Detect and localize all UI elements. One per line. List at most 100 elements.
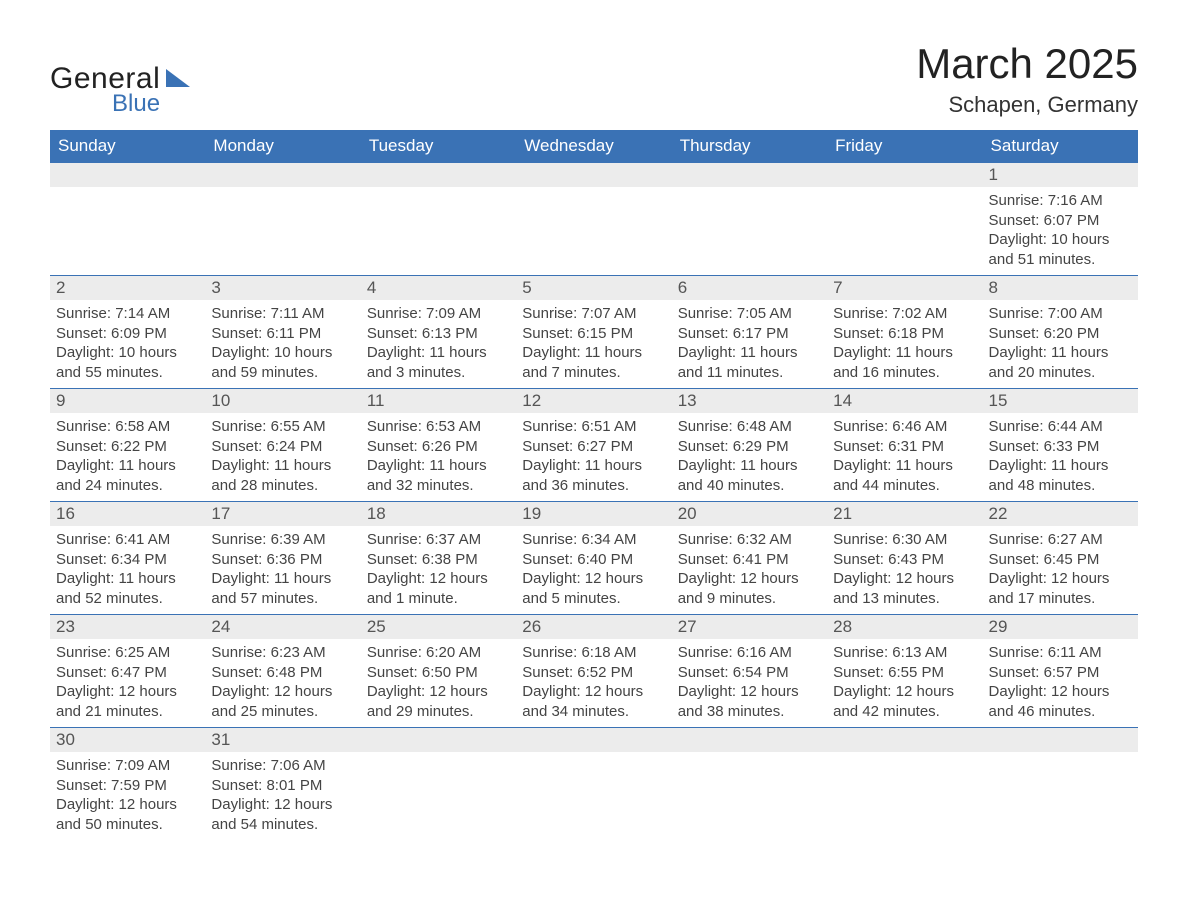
- weekday-header: Saturday: [983, 130, 1138, 163]
- calendar-empty-cell: [672, 728, 827, 841]
- day-details: Sunrise: 7:05 AMSunset: 6:17 PMDaylight:…: [672, 300, 827, 388]
- logo: General Blue: [50, 62, 190, 118]
- day-details: Sunrise: 6:51 AMSunset: 6:27 PMDaylight:…: [516, 413, 671, 501]
- daylight-line: Daylight: 12 hours and 9 minutes.: [678, 569, 821, 608]
- daylight-line: Daylight: 11 hours and 11 minutes.: [678, 343, 821, 382]
- calendar-day-cell: 30Sunrise: 7:09 AMSunset: 7:59 PMDayligh…: [50, 728, 205, 841]
- logo-word-2: Blue: [112, 90, 160, 118]
- sunset-line: Sunset: 6:52 PM: [522, 663, 665, 683]
- sunrise-line: Sunrise: 6:48 AM: [678, 417, 821, 437]
- day-details: Sunrise: 6:55 AMSunset: 6:24 PMDaylight:…: [205, 413, 360, 501]
- sunset-line: Sunset: 6:27 PM: [522, 437, 665, 457]
- calendar-day-cell: 17Sunrise: 6:39 AMSunset: 6:36 PMDayligh…: [205, 502, 360, 615]
- day-number: 16: [50, 502, 205, 526]
- calendar-day-cell: 21Sunrise: 6:30 AMSunset: 6:43 PMDayligh…: [827, 502, 982, 615]
- day-details: Sunrise: 7:00 AMSunset: 6:20 PMDaylight:…: [983, 300, 1138, 388]
- calendar-day-cell: 6Sunrise: 7:05 AMSunset: 6:17 PMDaylight…: [672, 276, 827, 389]
- daylight-line: Daylight: 12 hours and 54 minutes.: [211, 795, 354, 834]
- sunrise-line: Sunrise: 6:27 AM: [989, 530, 1132, 550]
- calendar-day-cell: 7Sunrise: 7:02 AMSunset: 6:18 PMDaylight…: [827, 276, 982, 389]
- calendar-empty-cell: [827, 728, 982, 841]
- day-number: 6: [672, 276, 827, 300]
- sunset-line: Sunset: 6:36 PM: [211, 550, 354, 570]
- calendar-day-cell: 23Sunrise: 6:25 AMSunset: 6:47 PMDayligh…: [50, 615, 205, 728]
- sunrise-line: Sunrise: 6:46 AM: [833, 417, 976, 437]
- day-number: 29: [983, 615, 1138, 639]
- calendar-day-cell: 15Sunrise: 6:44 AMSunset: 6:33 PMDayligh…: [983, 389, 1138, 502]
- sunrise-line: Sunrise: 7:14 AM: [56, 304, 199, 324]
- sunrise-line: Sunrise: 7:06 AM: [211, 756, 354, 776]
- day-details: Sunrise: 6:30 AMSunset: 6:43 PMDaylight:…: [827, 526, 982, 614]
- day-details: Sunrise: 7:16 AMSunset: 6:07 PMDaylight:…: [983, 187, 1138, 275]
- weekday-header: Friday: [827, 130, 982, 163]
- day-details: Sunrise: 6:27 AMSunset: 6:45 PMDaylight:…: [983, 526, 1138, 614]
- day-details: Sunrise: 7:11 AMSunset: 6:11 PMDaylight:…: [205, 300, 360, 388]
- daylight-line: Daylight: 10 hours and 55 minutes.: [56, 343, 199, 382]
- sunset-line: Sunset: 6:07 PM: [989, 211, 1132, 231]
- day-number: 19: [516, 502, 671, 526]
- daylight-line: Daylight: 11 hours and 44 minutes.: [833, 456, 976, 495]
- sunrise-line: Sunrise: 7:09 AM: [367, 304, 510, 324]
- day-details: Sunrise: 6:58 AMSunset: 6:22 PMDaylight:…: [50, 413, 205, 501]
- calendar-day-cell: 25Sunrise: 6:20 AMSunset: 6:50 PMDayligh…: [361, 615, 516, 728]
- day-number: 3: [205, 276, 360, 300]
- weekday-header: Tuesday: [361, 130, 516, 163]
- day-number: 8: [983, 276, 1138, 300]
- daylight-line: Daylight: 12 hours and 5 minutes.: [522, 569, 665, 608]
- calendar-day-cell: 9Sunrise: 6:58 AMSunset: 6:22 PMDaylight…: [50, 389, 205, 502]
- day-details: Sunrise: 6:48 AMSunset: 6:29 PMDaylight:…: [672, 413, 827, 501]
- calendar-day-cell: 11Sunrise: 6:53 AMSunset: 6:26 PMDayligh…: [361, 389, 516, 502]
- sunrise-line: Sunrise: 6:39 AM: [211, 530, 354, 550]
- calendar-day-cell: 22Sunrise: 6:27 AMSunset: 6:45 PMDayligh…: [983, 502, 1138, 615]
- day-number: 2: [50, 276, 205, 300]
- day-details: Sunrise: 6:16 AMSunset: 6:54 PMDaylight:…: [672, 639, 827, 727]
- calendar-week-row: 9Sunrise: 6:58 AMSunset: 6:22 PMDaylight…: [50, 389, 1138, 502]
- day-details: Sunrise: 7:09 AMSunset: 7:59 PMDaylight:…: [50, 752, 205, 840]
- day-details: Sunrise: 7:06 AMSunset: 8:01 PMDaylight:…: [205, 752, 360, 840]
- day-number: 24: [205, 615, 360, 639]
- calendar-table: SundayMondayTuesdayWednesdayThursdayFrid…: [50, 130, 1138, 840]
- sunset-line: Sunset: 6:50 PM: [367, 663, 510, 683]
- sunset-line: Sunset: 6:34 PM: [56, 550, 199, 570]
- day-number: [827, 163, 982, 187]
- month-title: March 2025: [916, 40, 1138, 88]
- day-number: 1: [983, 163, 1138, 187]
- daylight-line: Daylight: 11 hours and 24 minutes.: [56, 456, 199, 495]
- sunset-line: Sunset: 6:29 PM: [678, 437, 821, 457]
- day-number: 7: [827, 276, 982, 300]
- calendar-day-cell: 10Sunrise: 6:55 AMSunset: 6:24 PMDayligh…: [205, 389, 360, 502]
- weekday-header: Sunday: [50, 130, 205, 163]
- daylight-line: Daylight: 12 hours and 1 minute.: [367, 569, 510, 608]
- daylight-line: Daylight: 11 hours and 16 minutes.: [833, 343, 976, 382]
- day-number: 20: [672, 502, 827, 526]
- sunrise-line: Sunrise: 6:13 AM: [833, 643, 976, 663]
- sunset-line: Sunset: 6:09 PM: [56, 324, 199, 344]
- day-details: Sunrise: 6:44 AMSunset: 6:33 PMDaylight:…: [983, 413, 1138, 501]
- calendar-empty-cell: [205, 163, 360, 276]
- calendar-day-cell: 4Sunrise: 7:09 AMSunset: 6:13 PMDaylight…: [361, 276, 516, 389]
- sunrise-line: Sunrise: 6:53 AM: [367, 417, 510, 437]
- calendar-empty-cell: [361, 163, 516, 276]
- weekday-header-row: SundayMondayTuesdayWednesdayThursdayFrid…: [50, 130, 1138, 163]
- day-number: 4: [361, 276, 516, 300]
- calendar-day-cell: 18Sunrise: 6:37 AMSunset: 6:38 PMDayligh…: [361, 502, 516, 615]
- day-number: [672, 728, 827, 752]
- day-details: Sunrise: 6:37 AMSunset: 6:38 PMDaylight:…: [361, 526, 516, 614]
- sunset-line: Sunset: 6:20 PM: [989, 324, 1132, 344]
- day-details: Sunrise: 6:23 AMSunset: 6:48 PMDaylight:…: [205, 639, 360, 727]
- daylight-line: Daylight: 12 hours and 42 minutes.: [833, 682, 976, 721]
- sunrise-line: Sunrise: 6:11 AM: [989, 643, 1132, 663]
- sunset-line: Sunset: 6:18 PM: [833, 324, 976, 344]
- calendar-week-row: 23Sunrise: 6:25 AMSunset: 6:47 PMDayligh…: [50, 615, 1138, 728]
- calendar-day-cell: 12Sunrise: 6:51 AMSunset: 6:27 PMDayligh…: [516, 389, 671, 502]
- day-number: 22: [983, 502, 1138, 526]
- sunset-line: Sunset: 6:47 PM: [56, 663, 199, 683]
- day-number: [205, 163, 360, 187]
- logo-triangle-icon: [166, 69, 190, 87]
- weekday-header: Wednesday: [516, 130, 671, 163]
- daylight-line: Daylight: 10 hours and 59 minutes.: [211, 343, 354, 382]
- daylight-line: Daylight: 11 hours and 3 minutes.: [367, 343, 510, 382]
- daylight-line: Daylight: 11 hours and 52 minutes.: [56, 569, 199, 608]
- day-details: Sunrise: 7:02 AMSunset: 6:18 PMDaylight:…: [827, 300, 982, 388]
- daylight-line: Daylight: 11 hours and 7 minutes.: [522, 343, 665, 382]
